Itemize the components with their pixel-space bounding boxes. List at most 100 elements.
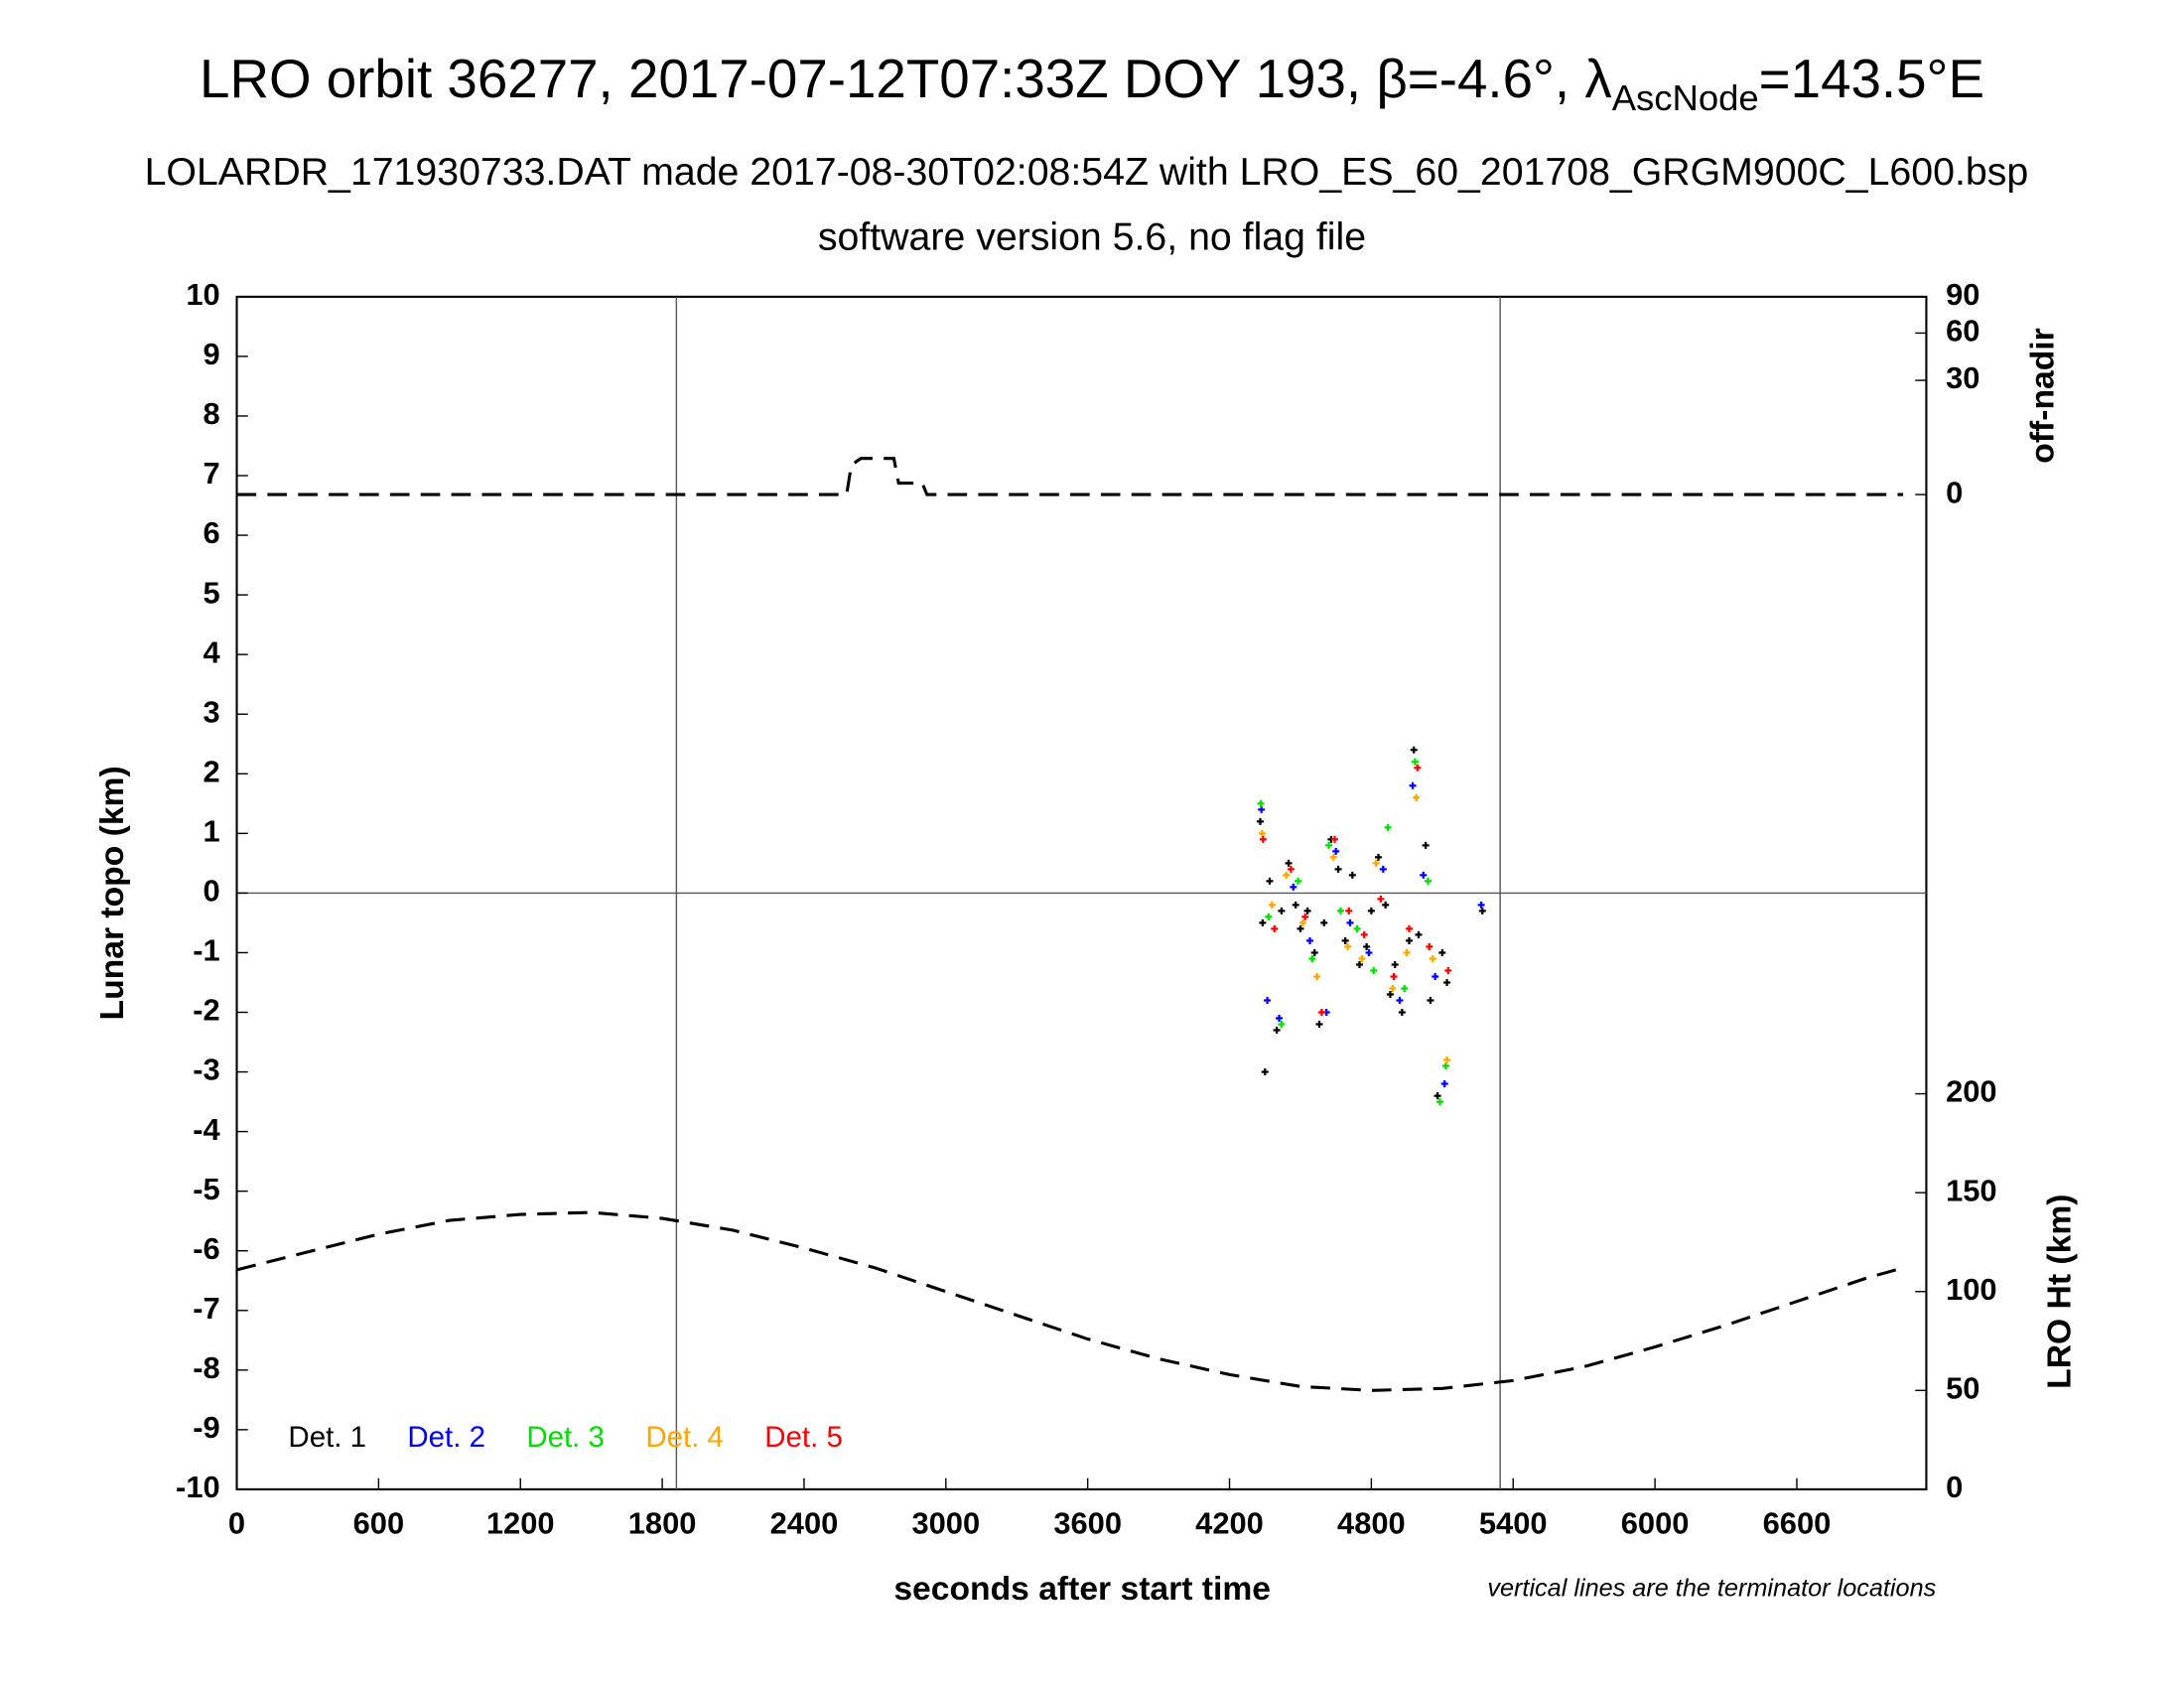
y-tick-label: 2 bbox=[204, 754, 220, 788]
data-point bbox=[1308, 954, 1316, 962]
data-point bbox=[1313, 972, 1321, 980]
x-tick-label: 6600 bbox=[1763, 1506, 1832, 1541]
data-point bbox=[1377, 895, 1385, 903]
title-subscript: AscNode bbox=[1612, 77, 1759, 118]
data-point bbox=[1332, 847, 1340, 855]
data-point bbox=[1259, 835, 1267, 843]
data-point bbox=[1320, 918, 1328, 926]
data-point bbox=[1379, 865, 1387, 873]
title-part: LRO orbit 36277, 2017-07-12T07:33Z DOY 1… bbox=[200, 49, 1612, 110]
legend-entry: Det. 2 bbox=[407, 1421, 485, 1454]
data-point bbox=[1261, 1068, 1269, 1076]
data-point bbox=[1301, 913, 1309, 920]
y-tick-label: -5 bbox=[193, 1172, 219, 1206]
y-tick-label: -2 bbox=[193, 993, 219, 1028]
data-point bbox=[1409, 781, 1417, 789]
chart-title: LRO orbit 36277, 2017-07-12T07:33Z DOY 1… bbox=[200, 49, 1984, 118]
data-point bbox=[1305, 936, 1313, 944]
y-tick-label: -1 bbox=[193, 933, 219, 968]
data-point bbox=[1382, 901, 1390, 909]
data-point bbox=[1283, 871, 1291, 879]
y-tick-label: 7 bbox=[204, 456, 220, 491]
data-point bbox=[1372, 859, 1380, 867]
y-tick-label: -6 bbox=[193, 1231, 219, 1266]
data-point bbox=[1334, 865, 1342, 873]
y-tick-label: 4 bbox=[204, 634, 220, 669]
data-point bbox=[1413, 793, 1421, 801]
dashed-line bbox=[236, 1210, 1904, 1392]
data-point bbox=[1427, 996, 1434, 1004]
x-tick-label: 5400 bbox=[1479, 1506, 1548, 1541]
data-point bbox=[1411, 758, 1419, 766]
y2-axis-label: off-nadir bbox=[2025, 328, 2062, 463]
data-point bbox=[1315, 1020, 1323, 1029]
data-point bbox=[1258, 829, 1266, 837]
data-point bbox=[1256, 817, 1264, 825]
legend-entry: Det. 1 bbox=[288, 1421, 366, 1454]
data-point bbox=[1426, 942, 1433, 950]
data-point bbox=[1285, 859, 1293, 867]
data-point bbox=[1273, 1027, 1281, 1035]
data-point bbox=[1440, 1080, 1448, 1088]
note: vertical lines are the terminator locati… bbox=[1487, 1575, 1936, 1603]
data-point bbox=[1405, 924, 1413, 932]
data-point bbox=[1425, 877, 1433, 885]
data-point bbox=[1398, 1008, 1406, 1017]
data-point bbox=[1290, 883, 1297, 891]
y3-tick-label: 200 bbox=[1946, 1074, 1996, 1109]
subtitle: LOLARDR_171930733.DAT made 2017-08-30T02… bbox=[145, 150, 2029, 194]
data-point bbox=[1268, 901, 1276, 909]
data-point bbox=[1298, 918, 1306, 926]
data-point bbox=[1278, 907, 1286, 914]
data-point bbox=[1435, 1098, 1443, 1106]
data-point bbox=[1433, 1092, 1441, 1100]
data-point bbox=[1295, 877, 1302, 885]
y-tick-label: -9 bbox=[193, 1410, 219, 1445]
data-point bbox=[1257, 799, 1265, 807]
data-point bbox=[1391, 960, 1399, 968]
data-point bbox=[1266, 877, 1274, 885]
data-point bbox=[1390, 972, 1398, 980]
data-point bbox=[1386, 990, 1394, 998]
subtitle: software version 5.6, no flag file bbox=[818, 215, 1366, 259]
data-point bbox=[1317, 1008, 1325, 1017]
x-tick-label: 4800 bbox=[1337, 1506, 1406, 1541]
data-point bbox=[1403, 948, 1411, 956]
data-point bbox=[1353, 924, 1361, 932]
y-tick-label: 1 bbox=[204, 813, 220, 848]
data-point bbox=[1370, 966, 1378, 974]
data-point bbox=[1432, 972, 1439, 980]
y-tick-label: 3 bbox=[204, 694, 220, 729]
data-point bbox=[1303, 907, 1311, 914]
data-point bbox=[1287, 865, 1295, 873]
data-point bbox=[1429, 954, 1436, 962]
legend-entry: Det. 5 bbox=[764, 1421, 843, 1454]
x-tick-label: 600 bbox=[353, 1506, 404, 1541]
data-point bbox=[1297, 924, 1304, 932]
x-tick-label: 1800 bbox=[628, 1506, 697, 1541]
y-tick-label: -4 bbox=[193, 1112, 219, 1147]
data-point bbox=[1348, 871, 1356, 879]
x-tick-label: 3600 bbox=[1053, 1506, 1122, 1541]
legend-entry: Det. 4 bbox=[645, 1421, 724, 1454]
data-point bbox=[1344, 942, 1352, 950]
data-point bbox=[1325, 841, 1333, 849]
data-point bbox=[1375, 853, 1383, 861]
data-point bbox=[1265, 913, 1273, 920]
data-point bbox=[1329, 853, 1337, 861]
legend-entry: Det. 3 bbox=[526, 1421, 605, 1454]
y-tick-label: -8 bbox=[193, 1350, 219, 1385]
x-tick-label: 2400 bbox=[770, 1506, 839, 1541]
data-point bbox=[1341, 936, 1349, 944]
dashed-line bbox=[236, 457, 1904, 496]
x-tick-label: 4200 bbox=[1195, 1506, 1264, 1541]
data-point bbox=[1264, 996, 1272, 1004]
data-point bbox=[1330, 835, 1338, 843]
y-tick-label: -10 bbox=[176, 1470, 220, 1504]
y-tick-label: 0 bbox=[204, 874, 220, 909]
y3-tick-label: 150 bbox=[1946, 1173, 1996, 1207]
y-tick-label: 8 bbox=[204, 396, 220, 431]
data-point bbox=[1444, 966, 1452, 974]
